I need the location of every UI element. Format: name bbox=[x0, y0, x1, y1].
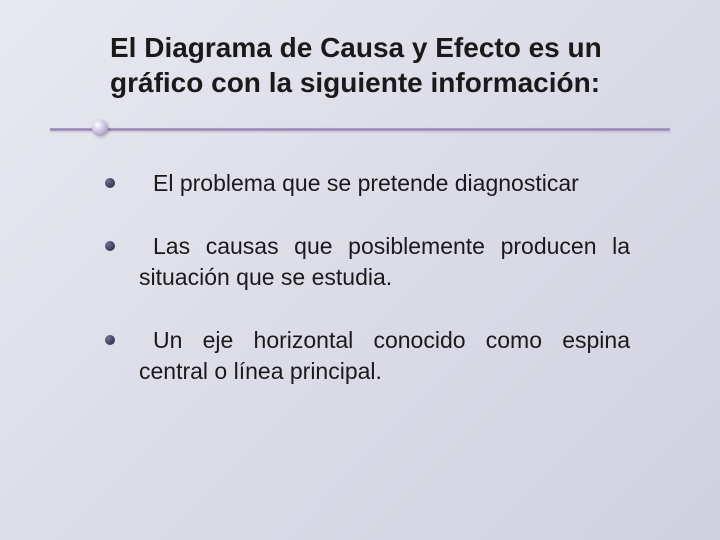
bullet-icon bbox=[105, 335, 115, 345]
title-divider bbox=[50, 118, 670, 138]
bullet-text: Un eje horizontal conocido como espina c… bbox=[139, 325, 630, 387]
list-item: Un eje horizontal conocido como espina c… bbox=[105, 325, 630, 387]
divider-line bbox=[50, 128, 670, 131]
slide-title: El Diagrama de Causa y Efecto es un gráf… bbox=[110, 30, 640, 100]
slide-container: El Diagrama de Causa y Efecto es un gráf… bbox=[0, 0, 720, 540]
bullet-text: El problema que se pretende diagnosticar bbox=[139, 168, 630, 199]
bullet-icon bbox=[105, 178, 115, 188]
list-item: Las causas que posiblemente producen la … bbox=[105, 231, 630, 293]
list-item: El problema que se pretende diagnosticar bbox=[105, 168, 630, 199]
bullet-icon bbox=[105, 241, 115, 251]
content-area: El problema que se pretende diagnosticar… bbox=[50, 168, 670, 387]
divider-dot-icon bbox=[92, 120, 108, 136]
bullet-text: Las causas que posiblemente producen la … bbox=[139, 231, 630, 293]
